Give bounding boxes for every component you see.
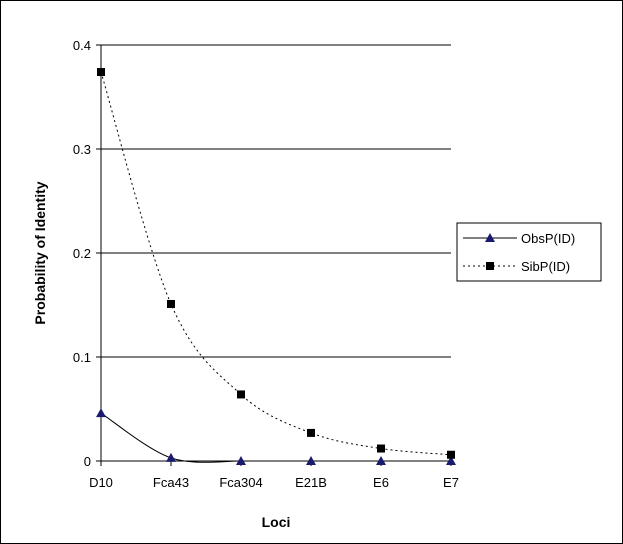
legend-marker bbox=[485, 233, 495, 242]
y-tick-label: 0.1 bbox=[73, 350, 91, 365]
data-point bbox=[446, 456, 456, 465]
y-ticks: 0 0.1 0.2 0.3 0.4 bbox=[73, 38, 101, 469]
data-point bbox=[236, 456, 246, 465]
y-axis-title: Probability of Identity bbox=[32, 181, 48, 324]
grid-lines bbox=[101, 44, 451, 358]
y-tick-label: 0.4 bbox=[73, 38, 91, 53]
x-tick-label: E7 bbox=[443, 475, 459, 490]
data-point bbox=[237, 390, 245, 399]
legend-marker bbox=[486, 262, 494, 270]
data-point bbox=[97, 68, 105, 77]
x-tick-label: E21B bbox=[295, 475, 327, 490]
legend-item-obsp: ObsP(ID) bbox=[463, 231, 575, 246]
series-sibp bbox=[97, 68, 455, 459]
series bbox=[96, 68, 456, 465]
x-tick-label: Fca304 bbox=[219, 475, 262, 490]
series-obsp bbox=[96, 408, 456, 465]
legend-label: SibP(ID) bbox=[521, 259, 570, 274]
x-ticks: D10 Fca43 Fca304 E21B E6 E7 bbox=[89, 461, 459, 490]
legend-item-sibp: SibP(ID) bbox=[463, 259, 570, 274]
legend-label: ObsP(ID) bbox=[521, 231, 575, 246]
data-point bbox=[96, 408, 106, 418]
y-tick-label: 0.2 bbox=[73, 246, 91, 261]
data-point bbox=[307, 428, 315, 437]
legend-box bbox=[456, 222, 602, 282]
legend: ObsP(ID) SibP(ID) bbox=[456, 222, 602, 282]
data-point bbox=[306, 456, 316, 465]
x-tick-label: Fca43 bbox=[153, 475, 189, 490]
x-axis-title: Loci bbox=[262, 514, 291, 530]
series-line bbox=[100, 71, 452, 456]
x-tick-label: D10 bbox=[89, 475, 113, 490]
data-point bbox=[377, 444, 385, 453]
y-tick-label: 0.3 bbox=[73, 142, 91, 157]
data-point bbox=[167, 299, 175, 308]
data-point bbox=[166, 452, 176, 462]
data-point bbox=[447, 450, 455, 459]
y-tick-label: 0 bbox=[84, 454, 91, 469]
data-point bbox=[376, 456, 386, 465]
x-tick-label: E6 bbox=[373, 475, 389, 490]
